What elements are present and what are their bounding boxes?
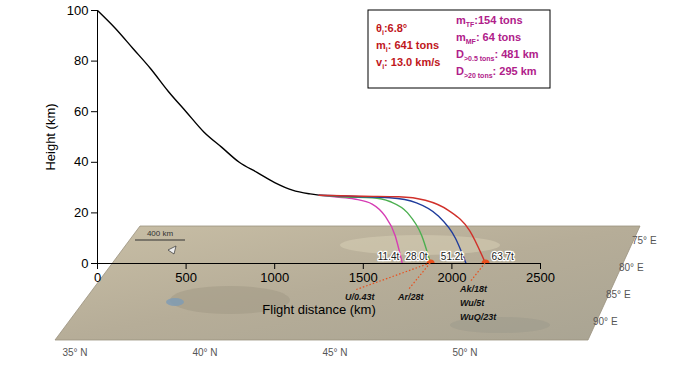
svg-text:2000: 2000: [437, 270, 466, 285]
svg-text:500: 500: [175, 270, 197, 285]
svg-text:Ar/28t: Ar/28t: [397, 292, 425, 302]
svg-text:50° N: 50° N: [452, 347, 477, 358]
svg-text:D>0.5 tons: 481 km: D>0.5 tons: 481 km: [456, 48, 539, 62]
svg-text:28.0t: 28.0t: [405, 251, 427, 262]
svg-text:vi: 13.0 km/s: vi: 13.0 km/s: [376, 56, 440, 70]
svg-text:40: 40: [74, 154, 88, 169]
svg-text:60: 60: [74, 104, 88, 119]
svg-text:Ak/18t: Ak/18t: [459, 284, 488, 294]
svg-text:θi:6.8°: θi:6.8°: [376, 22, 407, 36]
svg-text:35° N: 35° N: [62, 347, 87, 358]
svg-text:45° N: 45° N: [322, 347, 347, 358]
svg-text:51.2t: 51.2t: [441, 251, 463, 262]
svg-text:80: 80: [74, 53, 88, 68]
svg-text:1500: 1500: [349, 270, 378, 285]
svg-text:Wu/5t: Wu/5t: [460, 298, 485, 308]
svg-text:63.7t: 63.7t: [492, 251, 514, 262]
svg-text:Height (km): Height (km): [43, 103, 58, 170]
svg-text:100: 100: [67, 3, 89, 18]
svg-text:WuQ/23t: WuQ/23t: [460, 312, 497, 322]
svg-text:75° E: 75° E: [632, 235, 657, 246]
svg-text:11.4t: 11.4t: [378, 251, 400, 262]
svg-text:90° E: 90° E: [593, 316, 618, 327]
svg-text:0: 0: [94, 270, 101, 285]
svg-text:80° E: 80° E: [619, 262, 644, 273]
svg-text:0: 0: [81, 256, 88, 271]
svg-text:Flight distance (km): Flight distance (km): [262, 302, 375, 317]
svg-text:400 km: 400 km: [147, 229, 174, 238]
svg-text:mi: 641 tons: mi: 641 tons: [376, 39, 439, 53]
svg-text:85° E: 85° E: [606, 289, 631, 300]
svg-text:mMF: 64 tons: mMF: 64 tons: [456, 31, 521, 45]
svg-text:20: 20: [74, 205, 88, 220]
svg-text:D>20 tons: 295 km: D>20 tons: 295 km: [456, 65, 537, 79]
svg-text:mTF:154 tons: mTF:154 tons: [456, 14, 523, 28]
svg-text:U/0.43t: U/0.43t: [345, 292, 376, 302]
svg-text:1000: 1000: [260, 270, 289, 285]
svg-text:2500: 2500: [526, 270, 555, 285]
svg-text:40° N: 40° N: [192, 347, 217, 358]
